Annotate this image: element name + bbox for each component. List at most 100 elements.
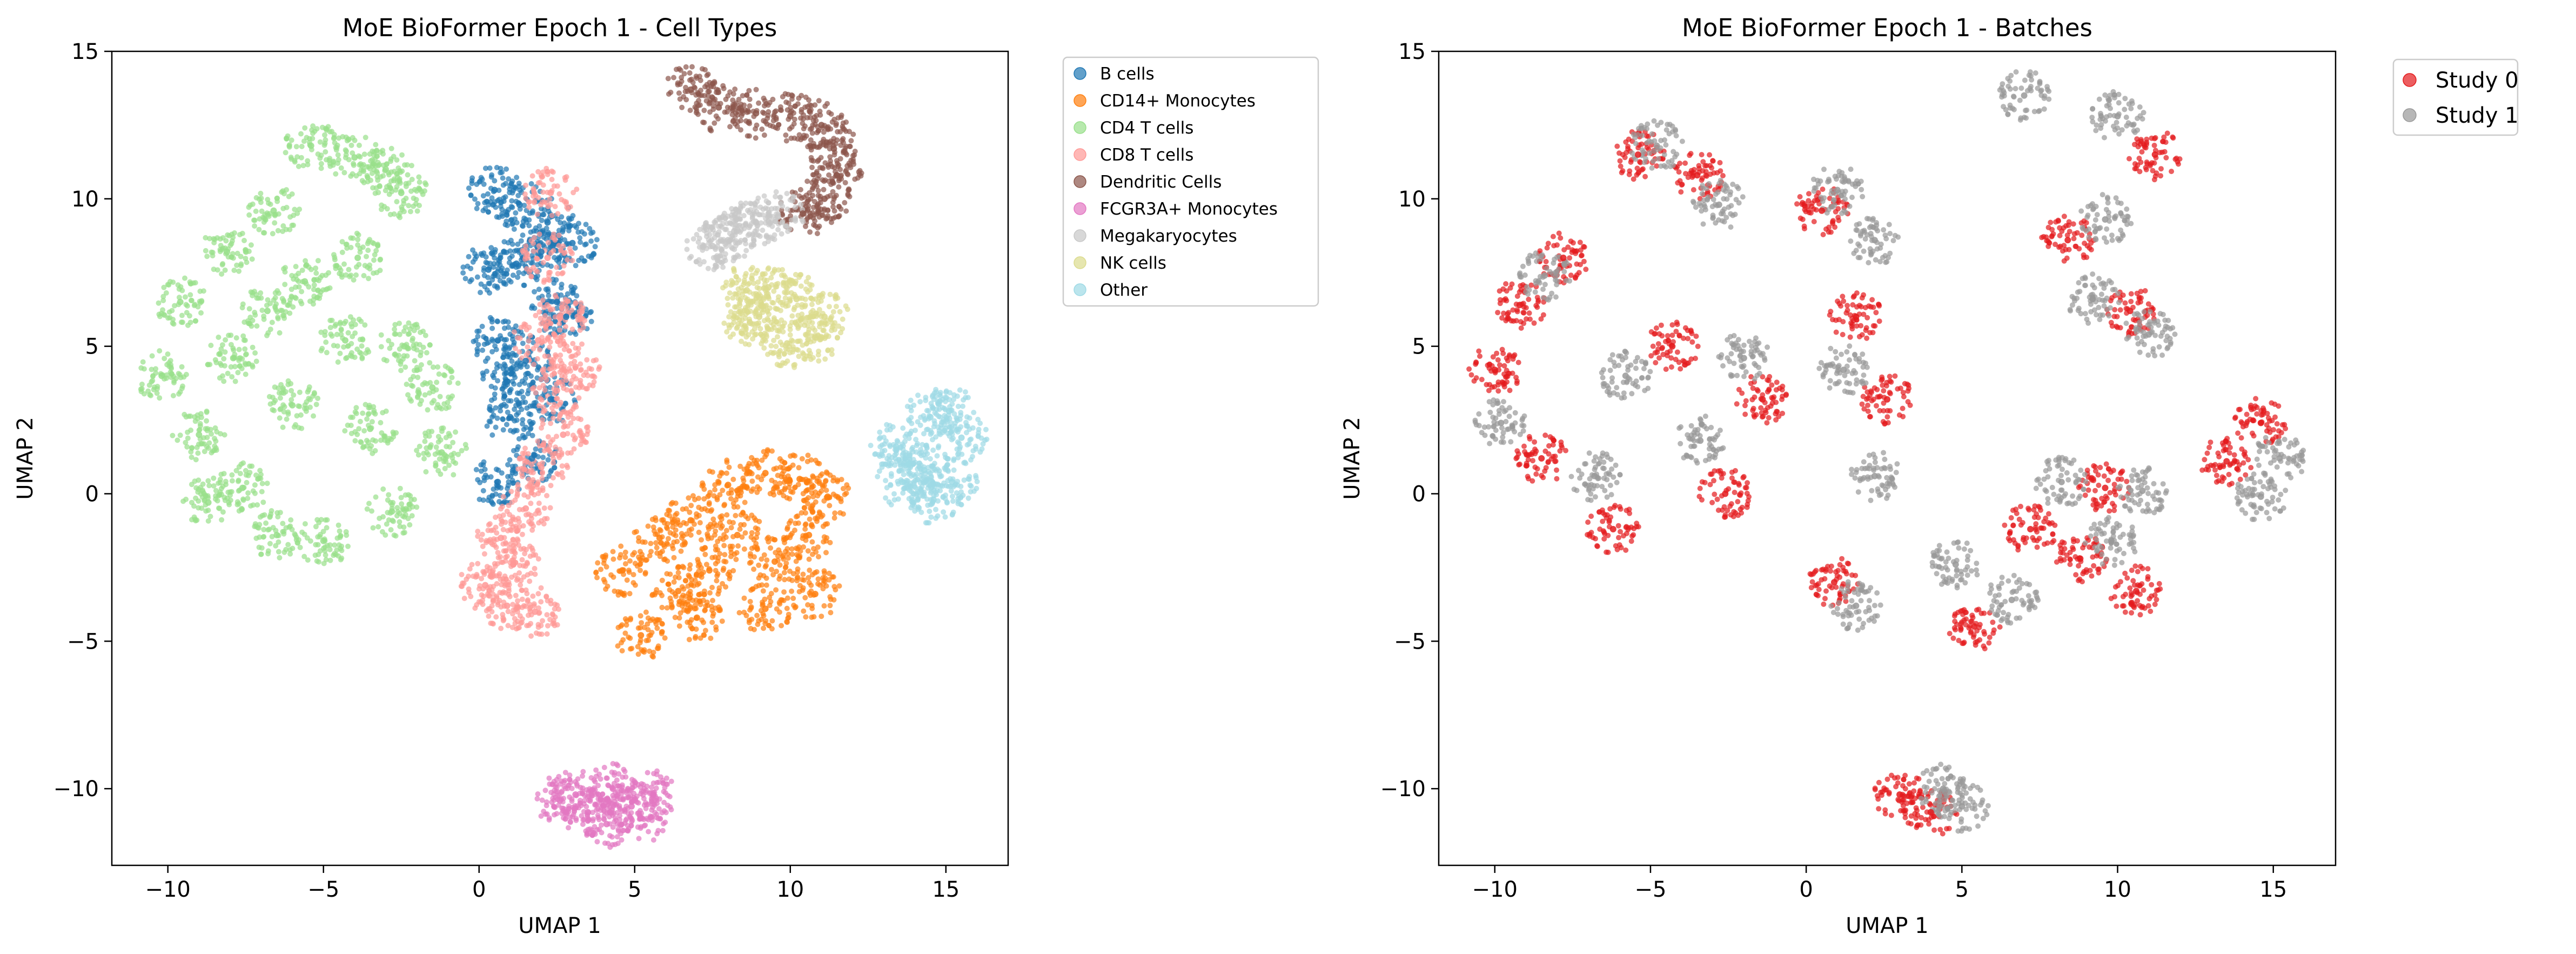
x-tick-label: −10 (1472, 877, 1518, 902)
legend-label: NK cells (1100, 253, 1166, 273)
data-point-1-21 (2089, 296, 2096, 303)
data-point-6-2 (753, 219, 760, 226)
x-tick-label: −5 (307, 877, 339, 902)
data-point-1-15 (2058, 478, 2065, 485)
data-point-0-20 (2126, 308, 2134, 315)
batches-panel: MoE BioFormer Epoch 1 - Batches −10 −5 0 5 1… (1340, 14, 2519, 938)
data-point-0-23 (1927, 809, 1934, 816)
data-point-1-5 (1622, 372, 1629, 379)
data-point-0-18 (2151, 151, 2158, 158)
data-point-0-6 (494, 337, 501, 344)
data-point-5-5 (609, 785, 616, 792)
data-point-2-3 (224, 249, 231, 255)
data-point-1-3 (687, 517, 694, 524)
data-point-0-2 (544, 219, 551, 226)
x-tick-label: 15 (932, 877, 960, 902)
data-point-0-11 (1884, 396, 1890, 403)
data-point-7-0 (743, 287, 750, 293)
data-point-2-15 (342, 337, 348, 344)
data-point-0-25 (1538, 455, 1545, 462)
data-point-0-13 (1971, 623, 1978, 630)
data-point-1-9 (1871, 237, 1878, 244)
plot-frame (111, 50, 1009, 866)
data-points (1491, 92, 2283, 816)
data-point-8-8 (899, 478, 906, 485)
data-point-1-12 (1853, 602, 1860, 609)
data-point-1-3 (1653, 142, 1660, 149)
data-point-0-8 (563, 313, 569, 321)
data-point-0-14 (538, 249, 545, 255)
chart-title: MoE BioFormer Epoch 1 - Cell Types (343, 14, 777, 42)
data-point-3-13 (510, 561, 517, 568)
y-tick-label: 15 (71, 39, 99, 64)
data-point-2-10 (398, 189, 405, 196)
data-point-0-22 (2223, 458, 2230, 465)
data-point-1-14 (2008, 596, 2015, 603)
legend-label: FCGR3A+ Monocytes (1100, 199, 1278, 219)
data-point-2-9 (382, 166, 389, 173)
data-point-2-7 (307, 142, 314, 149)
data-point-2-14 (264, 308, 271, 315)
data-point-0-10 (528, 455, 535, 462)
data-point-3-5 (538, 464, 545, 471)
data-point-2-2 (196, 431, 203, 438)
x-axis-label: UMAP 1 (518, 913, 601, 938)
point-clouds (1466, 69, 2306, 837)
data-point-2-6 (320, 537, 327, 544)
legend: Study 0 Study 1 (2392, 58, 2519, 136)
legend-label: Other (1100, 281, 1148, 300)
data-point-8-7 (921, 466, 928, 473)
data-point-6-4 (725, 237, 732, 244)
data-point-0-15 (2102, 484, 2109, 491)
data-point-0-3 (1609, 526, 1616, 532)
data-point-0-17 (2077, 555, 2084, 562)
data-point-1-6 (796, 476, 803, 483)
data-point-1-13 (675, 588, 682, 595)
cell-types-panel: MoE BioFormer Epoch 1 - Cell Types −10 −5… (13, 14, 1319, 938)
plot-frame (1438, 50, 2337, 866)
data-point-1-2 (1591, 472, 1598, 479)
data-point-0-15 (569, 239, 576, 246)
x-tick-label: −10 (145, 877, 190, 902)
legend-label: CD14+ Monocytes (1100, 91, 1256, 111)
data-point-1-16 (2139, 488, 2146, 494)
data-point-0-8 (1759, 396, 1766, 403)
data-point-0-0 (1491, 366, 1498, 373)
data-point-1-15 (694, 614, 700, 621)
data-point-3-9 (556, 313, 564, 321)
x-tick-label: 5 (628, 877, 641, 902)
data-point-4-4 (818, 122, 825, 129)
data-point-1-17 (2108, 537, 2115, 544)
data-point-6-1 (731, 228, 738, 235)
data-point-3-1 (504, 602, 511, 609)
data-point-1-6 (1740, 355, 1747, 362)
data-point-1-20 (2102, 216, 2109, 223)
data-point-0-3 (485, 266, 492, 273)
data-point-2-16 (367, 425, 374, 432)
data-point-5-1 (585, 809, 592, 816)
data-point-0-4 (1634, 151, 1641, 158)
data-point-3-2 (532, 608, 539, 615)
x-axis-label: UMAP 1 (1846, 913, 1928, 938)
legend-label: Study 0 (2436, 68, 2519, 93)
x-axis-ticks: −10 −5 0 5 10 15 (145, 865, 960, 902)
data-point-2-1 (177, 298, 184, 305)
data-point-1-26 (1940, 785, 1947, 792)
x-tick-label: −5 (1634, 877, 1666, 902)
legend-frame (2392, 58, 2519, 136)
y-tick-label: 5 (1412, 335, 1426, 359)
data-point-2-17 (388, 508, 395, 515)
data-point-1-10 (1840, 366, 1847, 373)
data-point-2-12 (230, 355, 237, 362)
data-point-5-3 (628, 803, 635, 810)
y-tick-label: −10 (53, 777, 99, 802)
x-tick-label: 5 (1955, 877, 1969, 902)
y-tick-label: 0 (1412, 482, 1426, 506)
data-point-1-25 (1958, 803, 1965, 810)
data-point-1-7 (824, 493, 831, 500)
x-tick-label: 0 (472, 877, 486, 902)
x-tick-label: 0 (1799, 877, 1813, 902)
data-point-1-11 (1871, 472, 1878, 479)
data-point-6-0 (709, 243, 716, 250)
data-point-2-0 (158, 372, 165, 379)
